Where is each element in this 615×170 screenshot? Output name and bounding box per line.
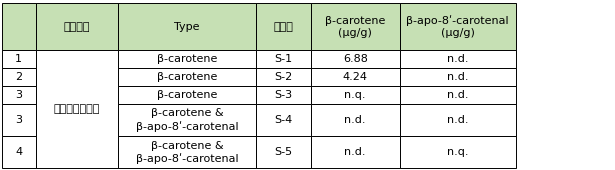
Bar	[311, 136, 400, 168]
Bar	[118, 50, 256, 68]
Bar	[256, 104, 311, 136]
Text: S-1: S-1	[274, 54, 292, 64]
Text: n.q.: n.q.	[447, 147, 469, 157]
Text: n.d.: n.d.	[447, 54, 469, 64]
Text: n.q.: n.q.	[344, 90, 366, 100]
Text: n.d.: n.d.	[447, 90, 469, 100]
Bar	[118, 136, 256, 168]
Bar	[400, 68, 516, 86]
Text: n.d.: n.d.	[447, 115, 469, 125]
Text: β-apo-8ʹ-carotenal
(μg/g): β-apo-8ʹ-carotenal (μg/g)	[407, 15, 509, 38]
Bar	[256, 136, 311, 168]
Bar	[400, 50, 516, 68]
Bar	[311, 68, 400, 86]
Text: 3: 3	[15, 90, 22, 100]
Text: n.d.: n.d.	[447, 72, 469, 82]
Bar	[2, 86, 36, 104]
Bar	[311, 86, 400, 104]
Bar	[256, 68, 311, 86]
Text: 식품유형: 식품유형	[63, 22, 90, 32]
Bar	[256, 50, 311, 68]
Bar	[118, 104, 256, 136]
Text: 4.24: 4.24	[343, 72, 368, 82]
Bar	[400, 3, 516, 50]
Bar	[118, 3, 256, 50]
Text: β-carotene: β-carotene	[157, 90, 217, 100]
Bar	[256, 86, 311, 104]
Text: β-carotene
(μg/g): β-carotene (μg/g)	[325, 16, 386, 38]
Bar	[2, 3, 36, 50]
Text: 6.88: 6.88	[343, 54, 368, 64]
Bar	[2, 50, 36, 68]
Text: β-carotene: β-carotene	[157, 54, 217, 64]
Bar	[118, 68, 256, 86]
Text: S-5: S-5	[274, 147, 292, 157]
Bar	[400, 136, 516, 168]
Bar	[36, 50, 118, 168]
Bar	[311, 3, 400, 50]
Bar	[311, 50, 400, 68]
Text: β-carotene: β-carotene	[157, 72, 217, 82]
Text: n.d.: n.d.	[344, 147, 366, 157]
Bar	[400, 86, 516, 104]
Text: n.d.: n.d.	[344, 115, 366, 125]
Bar	[36, 3, 118, 50]
Bar	[2, 104, 36, 136]
Bar	[256, 3, 311, 50]
Text: β-carotene &
β-apo-8ʹ-carotenal: β-carotene & β-apo-8ʹ-carotenal	[136, 141, 238, 164]
Text: 제품명: 제품명	[274, 22, 293, 32]
Text: S-3: S-3	[274, 90, 292, 100]
Text: 1: 1	[15, 54, 22, 64]
Bar	[311, 104, 400, 136]
Text: 초콜릿가공품류: 초콜릿가공품류	[54, 104, 100, 114]
Text: β-carotene &
β-apo-8ʹ-carotenal: β-carotene & β-apo-8ʹ-carotenal	[136, 108, 238, 132]
Text: 2: 2	[15, 72, 22, 82]
Text: S-2: S-2	[274, 72, 293, 82]
Text: Type: Type	[174, 22, 200, 32]
Text: 4: 4	[15, 147, 22, 157]
Bar	[2, 68, 36, 86]
Text: 3: 3	[15, 115, 22, 125]
Bar	[118, 86, 256, 104]
Bar	[2, 136, 36, 168]
Text: S-4: S-4	[274, 115, 293, 125]
Bar	[400, 104, 516, 136]
